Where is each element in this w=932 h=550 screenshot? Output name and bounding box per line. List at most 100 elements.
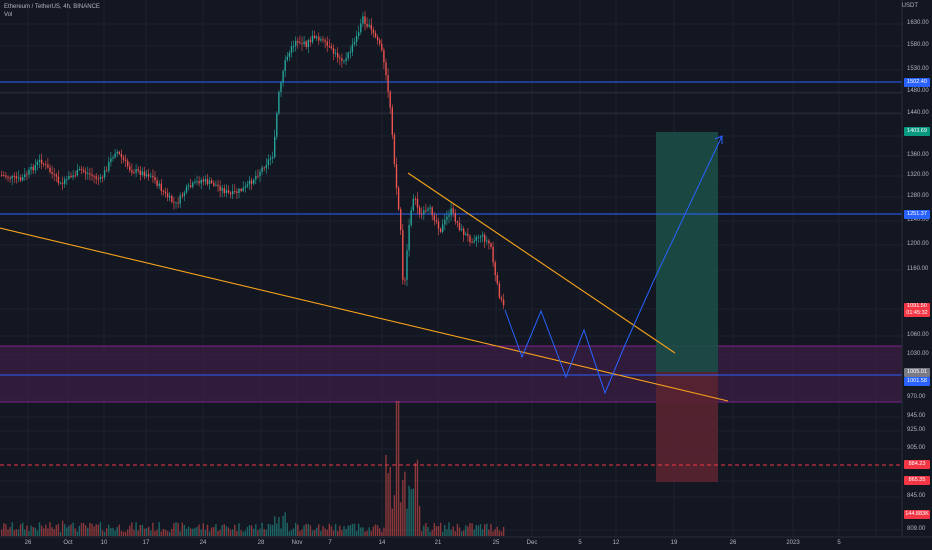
candle-body [87, 173, 89, 175]
candle-body [166, 193, 169, 198]
candle-body [137, 169, 139, 171]
candle-body [326, 41, 328, 46]
candle-body [458, 222, 461, 231]
candle-body [196, 181, 198, 183]
volume-bar [158, 522, 160, 536]
candle-body [1, 175, 3, 176]
volume-bar [194, 527, 196, 536]
y-tick-label: 1630.00 [907, 20, 929, 26]
volume-bar [64, 524, 66, 536]
candle-body [66, 178, 68, 180]
support-trendline [0, 227, 729, 402]
candle-body [301, 43, 303, 45]
y-tick-label: 905.00 [907, 445, 926, 451]
candle-body [131, 170, 133, 173]
candle-body [278, 91, 280, 114]
volume-bar [366, 530, 368, 536]
candle-body [91, 174, 93, 176]
volume-bar [177, 522, 179, 536]
y-tick-label: 1060.00 [907, 332, 929, 338]
volume-bar [463, 530, 465, 536]
volume-bar [374, 524, 377, 536]
candle-body [309, 40, 312, 43]
candle-body [339, 57, 341, 59]
volume-bar [24, 529, 26, 536]
candle-body [11, 175, 13, 179]
volume-bar [442, 531, 444, 536]
candlesticks [1, 10, 505, 310]
volume-bar [280, 528, 282, 536]
volume-bar [320, 530, 322, 536]
volume-bar [118, 524, 120, 536]
volume-bar [376, 525, 379, 536]
volume-bar [51, 527, 53, 536]
volume-bar [433, 522, 435, 536]
candle-body [488, 240, 490, 244]
candle-body [481, 234, 484, 237]
candle-body [74, 175, 76, 177]
candle-body [267, 159, 270, 165]
volume-bar [490, 523, 492, 536]
candle-body [347, 52, 349, 59]
candle-body [330, 46, 333, 49]
volume-bar [57, 523, 60, 536]
volume-indicator-label[interactable]: Vol [4, 12, 13, 18]
candle-body [236, 191, 238, 193]
volume-bar [263, 528, 265, 536]
y-tick-label: 1280.00 [907, 193, 929, 199]
x-tick-label: 17 [142, 540, 150, 546]
symbol-title[interactable]: Ethereum / TetherUS, 4h, BINANCE [4, 4, 100, 10]
volume-bar [55, 525, 57, 536]
x-tick-label: 5 [578, 540, 582, 546]
candle-body [456, 221, 459, 223]
candle-body [292, 45, 295, 47]
candle-body [387, 75, 389, 92]
volume-bar [351, 524, 354, 536]
candle-body [494, 262, 496, 276]
candle-body [477, 236, 480, 238]
price-badge-last-price: 1091.50 01:45:32 [904, 303, 930, 317]
volume-bar [95, 524, 97, 536]
candle-body [450, 208, 452, 216]
volume-bar [347, 525, 349, 536]
volume-bar [219, 529, 221, 536]
volume-bar [391, 508, 393, 536]
volume-bar [187, 526, 190, 536]
volume-bar [53, 529, 55, 536]
volume-bar [74, 528, 76, 536]
volume-bar [465, 525, 467, 536]
candle-body [5, 175, 7, 177]
volume-bar [286, 522, 288, 536]
volume-bar [484, 524, 486, 536]
candle-body [286, 56, 288, 60]
candle-body [484, 234, 486, 242]
candle-body [26, 174, 28, 176]
volume-bar [358, 523, 360, 536]
volume-bar [269, 524, 272, 536]
volume-bar [13, 530, 15, 536]
volume-bar [133, 529, 135, 536]
y-tick-label: 1440.00 [907, 110, 929, 116]
volume-bar [204, 529, 207, 536]
candle-body [185, 186, 188, 193]
volume-bar [284, 512, 286, 536]
candle-body [416, 198, 419, 208]
volume-bar [334, 523, 337, 536]
volume-bar [202, 523, 204, 536]
candle-body [433, 215, 435, 221]
y-tick-label: 1530.00 [907, 66, 929, 72]
candle-body [38, 159, 41, 162]
candle-body [70, 175, 72, 178]
chart-grid [0, 0, 902, 537]
volume-bar [160, 531, 162, 536]
candle-body [204, 179, 207, 182]
candle-body [448, 215, 450, 217]
volume-bar [423, 525, 425, 536]
volume-bar [406, 508, 408, 536]
volume-bar [435, 526, 438, 536]
volume-bar [156, 529, 158, 536]
candle-body [22, 177, 24, 181]
candle-body [439, 228, 442, 232]
y-tick-label: 1160.00 [907, 266, 929, 272]
